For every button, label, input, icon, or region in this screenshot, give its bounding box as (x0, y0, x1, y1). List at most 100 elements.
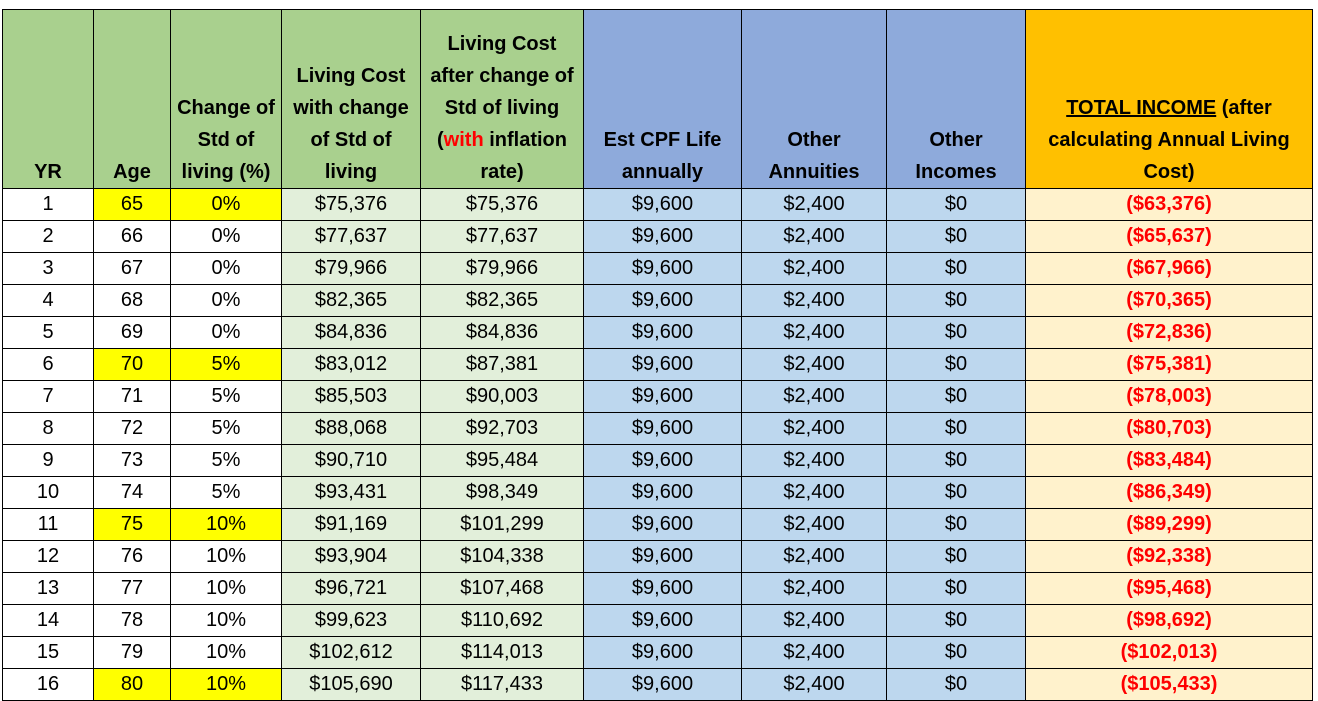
cell-total-income: ($75,381) (1025, 348, 1313, 381)
cell-total-income: ($92,338) (1025, 540, 1313, 573)
cell-living-cost-after: $75,376 (420, 188, 584, 221)
cell-cpf-life: $9,600 (583, 348, 742, 381)
cell-age: 79 (93, 636, 171, 669)
cell-age: 80 (93, 668, 171, 701)
cell-living-cost: $82,365 (281, 284, 421, 317)
cell-living-cost: $105,690 (281, 668, 421, 701)
cell-cpf-life: $9,600 (583, 284, 742, 317)
cell-living-cost-after: $104,338 (420, 540, 584, 573)
header-total-income: TOTAL INCOME (after calculating Annual L… (1025, 9, 1313, 189)
cell-yr: 9 (2, 444, 94, 477)
cell-total-income: ($102,013) (1025, 636, 1313, 669)
table-row: 5 69 0% $84,836 $84,836 $9,600 $2,400 $0 ($72,83… (2, 316, 1313, 349)
cell-other-incomes: $0 (886, 412, 1026, 445)
table-row: 14 78 10% $99,623 $110,692 $9,600 $2,400 $0 ($98… (2, 604, 1313, 637)
header-living-cost-label: Living Cost with change of Std of living (293, 65, 409, 183)
cell-yr: 7 (2, 380, 94, 413)
header-incomes-label: Other Incomes (915, 129, 997, 183)
cell-cpf-life: $9,600 (583, 572, 742, 605)
cell-yr: 10 (2, 476, 94, 509)
cell-living-cost-after: $77,637 (420, 220, 584, 253)
cell-living-cost-after: $110,692 (420, 604, 584, 637)
header-yr: YR (2, 9, 94, 189)
cell-other-incomes: $0 (886, 444, 1026, 477)
cell-other-annuities: $2,400 (741, 668, 887, 701)
cell-living-cost-after: $84,836 (420, 316, 584, 349)
cell-living-cost: $99,623 (281, 604, 421, 637)
cell-change: 10% (170, 668, 282, 701)
cell-yr: 1 (2, 188, 94, 221)
cell-other-annuities: $2,400 (741, 572, 887, 605)
cell-other-annuities: $2,400 (741, 476, 887, 509)
cell-total-income: ($63,376) (1025, 188, 1313, 221)
header-after-post: inflation rate) (480, 129, 567, 183)
cell-change: 0% (170, 188, 282, 221)
cell-other-incomes: $0 (886, 572, 1026, 605)
cell-cpf-life: $9,600 (583, 444, 742, 477)
cell-yr: 14 (2, 604, 94, 637)
cell-other-annuities: $2,400 (741, 252, 887, 285)
cell-other-incomes: $0 (886, 348, 1026, 381)
cell-other-incomes: $0 (886, 284, 1026, 317)
cell-other-annuities: $2,400 (741, 348, 887, 381)
cell-total-income: ($65,637) (1025, 220, 1313, 253)
cell-other-annuities: $2,400 (741, 380, 887, 413)
cell-total-income: ($95,468) (1025, 572, 1313, 605)
header-annuities-label: Other Annuities (768, 129, 860, 183)
cell-cpf-life: $9,600 (583, 220, 742, 253)
cell-yr: 6 (2, 348, 94, 381)
cell-living-cost: $79,966 (281, 252, 421, 285)
cell-yr: 4 (2, 284, 94, 317)
cell-living-cost: $93,904 (281, 540, 421, 573)
cell-total-income: ($86,349) (1025, 476, 1313, 509)
header-living-cost: Living Cost with change of Std of living (281, 9, 421, 189)
cell-other-annuities: $2,400 (741, 540, 887, 573)
header-age: Age (93, 9, 171, 189)
cell-change: 0% (170, 284, 282, 317)
cell-other-annuities: $2,400 (741, 508, 887, 541)
cell-change: 0% (170, 316, 282, 349)
table-row: 13 77 10% $96,721 $107,468 $9,600 $2,400 $0 ($95… (2, 572, 1313, 605)
cell-age: 72 (93, 412, 171, 445)
table-row: 6 70 5% $83,012 $87,381 $9,600 $2,400 $0 ($75,38… (2, 348, 1313, 381)
cell-living-cost-after: $92,703 (420, 412, 584, 445)
cell-living-cost-after: $117,433 (420, 668, 584, 701)
cell-other-incomes: $0 (886, 188, 1026, 221)
cell-age: 68 (93, 284, 171, 317)
cell-total-income: ($83,484) (1025, 444, 1313, 477)
cell-other-annuities: $2,400 (741, 636, 887, 669)
cell-other-incomes: $0 (886, 476, 1026, 509)
cell-living-cost: $93,431 (281, 476, 421, 509)
cell-cpf-life: $9,600 (583, 188, 742, 221)
cell-cpf-life: $9,600 (583, 636, 742, 669)
cell-age: 77 (93, 572, 171, 605)
cell-living-cost: $90,710 (281, 444, 421, 477)
cell-other-incomes: $0 (886, 508, 1026, 541)
cell-age: 69 (93, 316, 171, 349)
cell-change: 10% (170, 636, 282, 669)
cell-yr: 16 (2, 668, 94, 701)
table-row: 3 67 0% $79,966 $79,966 $9,600 $2,400 $0 ($67,96… (2, 252, 1313, 285)
cell-total-income: ($80,703) (1025, 412, 1313, 445)
cell-cpf-life: $9,600 (583, 668, 742, 701)
cell-change: 10% (170, 508, 282, 541)
cell-total-income: ($70,365) (1025, 284, 1313, 317)
table-row: 12 76 10% $93,904 $104,338 $9,600 $2,400 $0 ($92… (2, 540, 1313, 573)
table-row: 4 68 0% $82,365 $82,365 $9,600 $2,400 $0 ($70,36… (2, 284, 1313, 317)
cell-cpf-life: $9,600 (583, 476, 742, 509)
cell-age: 70 (93, 348, 171, 381)
cell-other-annuities: $2,400 (741, 604, 887, 637)
header-cpf-label: Est CPF Life annually (603, 129, 722, 183)
header-age-label: Age (113, 161, 151, 183)
table-body: 1 65 0% $75,376 $75,376 $9,600 $2,400 $0 ($63,37… (2, 188, 1313, 701)
cell-cpf-life: $9,600 (583, 316, 742, 349)
header-other-incomes: Other Incomes (886, 9, 1026, 189)
cell-cpf-life: $9,600 (583, 412, 742, 445)
table-row: 8 72 5% $88,068 $92,703 $9,600 $2,400 $0 ($80,70… (2, 412, 1313, 445)
table-row: 9 73 5% $90,710 $95,484 $9,600 $2,400 $0 ($83,48… (2, 444, 1313, 477)
cell-yr: 3 (2, 252, 94, 285)
cell-cpf-life: $9,600 (583, 252, 742, 285)
table-row: 2 66 0% $77,637 $77,637 $9,600 $2,400 $0 ($65,63… (2, 220, 1313, 253)
cell-living-cost: $84,836 (281, 316, 421, 349)
header-row: YR Age Change of Std of living (%) Livin… (2, 9, 1313, 189)
